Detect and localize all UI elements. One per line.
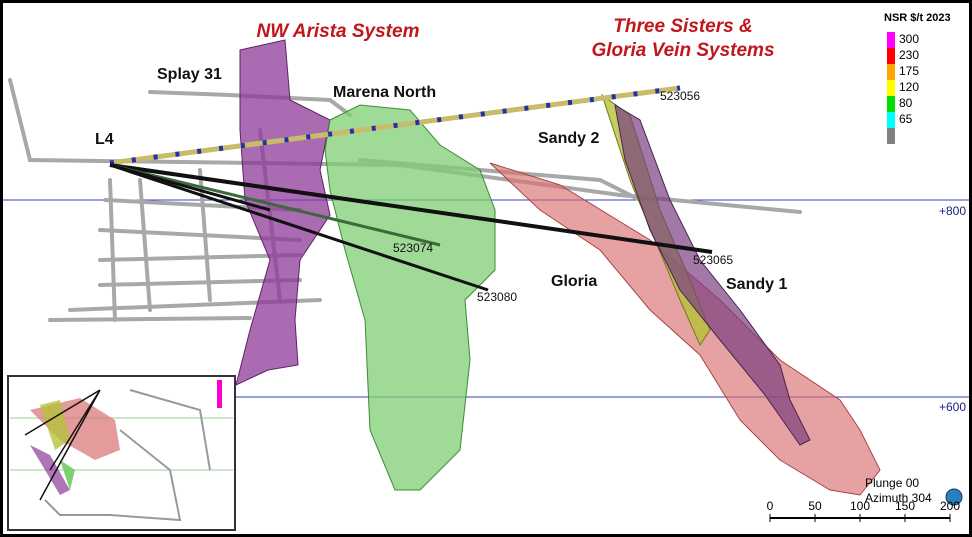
legend-swatch	[887, 32, 895, 48]
nw-arista-solid	[235, 39, 331, 386]
drill-hole-label: 523074	[393, 241, 433, 255]
elevation-label: +600	[939, 400, 966, 414]
zone-label: Gloria	[551, 273, 597, 290]
legend-label: 120	[899, 80, 919, 94]
legend: 300 230 175 120 80 65	[887, 32, 919, 144]
zone-label: Splay 31	[157, 66, 222, 83]
scale-label: 100	[850, 499, 870, 513]
legend-swatch	[887, 48, 895, 64]
drill-hole-label: 523065	[693, 253, 733, 267]
legend-label: 65	[899, 112, 913, 126]
inset-map	[7, 375, 236, 531]
drill-hole-label: 523056	[660, 89, 700, 103]
legend-label: 175	[899, 64, 919, 78]
orientation-globe	[945, 488, 963, 506]
drill-holes	[109, 85, 713, 292]
scale-label: 200	[940, 499, 960, 513]
legend-title: NSR $/t 2023	[884, 12, 951, 24]
system-title: NW Arista System	[257, 21, 420, 42]
legend-swatch	[887, 112, 895, 128]
legend-swatch	[887, 96, 895, 112]
system-title: Three Sisters &	[613, 16, 752, 37]
scale-label: 0	[767, 499, 774, 513]
zone-label: Sandy 2	[538, 130, 599, 147]
zone-label: L4	[95, 131, 114, 148]
sandy1-solid	[614, 104, 811, 446]
elevation-label: +800	[939, 204, 966, 218]
legend-swatch	[887, 64, 895, 80]
azimuth: Azimuth 304	[865, 491, 932, 505]
zone-label: Marena North	[333, 84, 436, 101]
drill-hole-label: 523080	[477, 290, 517, 304]
scale-bar: 0 50 100 150 200	[767, 499, 960, 522]
plunge: Plunge 00	[865, 476, 919, 490]
legend-label: 230	[899, 48, 919, 62]
scale-label: 150	[895, 499, 915, 513]
legend-label: 80	[899, 96, 913, 110]
zone-label: Sandy 1	[726, 276, 787, 293]
legend-swatch	[887, 80, 895, 96]
legend-swatch	[887, 128, 895, 144]
legend-label: 300	[899, 32, 919, 46]
scale-label: 50	[808, 499, 822, 513]
system-title: Gloria Vein Systems	[591, 40, 774, 61]
